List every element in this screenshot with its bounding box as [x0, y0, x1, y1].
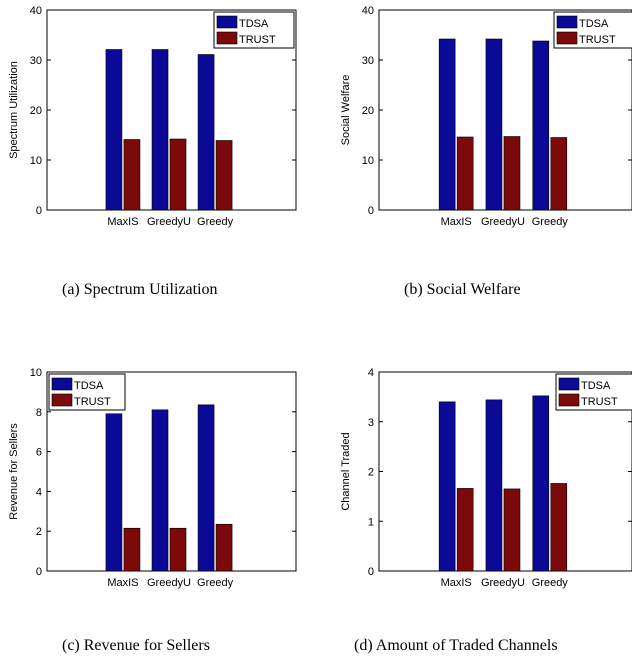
legend-swatch [51, 377, 73, 391]
chart-d: 0 1 2 3 4 Channel Traded MaxIS GreedyU Greedy TDS… [340, 367, 632, 589]
caption-c: (c) Revenue for Sellers [62, 637, 210, 654]
bar-tdsa [151, 409, 169, 572]
bar-trust [550, 483, 568, 572]
panel-c: 0 2 4 6 8 10 Revenue for Sellers MaxIS GreedyU Gr… [0, 360, 316, 661]
legend-swatch [556, 15, 578, 29]
y-tick-label: 30 [30, 55, 42, 67]
legend-swatch [216, 31, 238, 45]
bar-trust [123, 139, 141, 211]
chart-c: 0 2 4 6 8 10 Revenue for Sellers MaxIS GreedyU Gr… [8, 367, 297, 589]
legend-label: TRUST [581, 396, 618, 408]
x-tick-label: MaxIS [441, 216, 472, 228]
x-tick-label: GreedyU [147, 216, 191, 228]
legend-label: TDSA [74, 380, 104, 392]
y-axis-label: Channel Traded [340, 432, 352, 510]
y-axis-label: Social Welfare [340, 75, 352, 146]
bar-tdsa [151, 49, 169, 211]
bar-trust [456, 136, 474, 211]
caption-b: (b) Social Welfare [404, 281, 521, 298]
y-tick-label: 2 [36, 526, 42, 538]
bar-trust [503, 136, 521, 211]
bar-trust [503, 488, 521, 572]
x-tick-label: Greedy [197, 577, 234, 589]
y-tick-label: 3 [368, 417, 374, 429]
x-tick-label: Greedy [197, 216, 234, 228]
y-tick-label: 20 [30, 105, 42, 117]
legend-label: TRUST [239, 34, 276, 46]
bar-tdsa [438, 38, 456, 211]
y-tick-label: 4 [368, 367, 374, 379]
legend-swatch [216, 15, 238, 29]
chart-b: 0 10 20 30 40 Social Welfare MaxIS GreedyU Greed… [340, 5, 632, 228]
panel-a: 0 10 20 30 40 Spectrum Utilization MaxIS Greedy… [0, 0, 316, 305]
legend-swatch [558, 393, 580, 407]
y-tick-label: 6 [36, 447, 42, 459]
y-tick-label: 10 [362, 155, 374, 167]
y-tick-label: 0 [368, 205, 374, 217]
caption-a: (a) Spectrum Utilization [62, 281, 218, 298]
y-tick-label: 40 [30, 5, 42, 17]
panel-d: 0 1 2 3 4 Channel Traded MaxIS GreedyU Greedy TDS… [316, 360, 632, 661]
x-tick-label: MaxIS [441, 577, 472, 589]
bar-tdsa [485, 399, 503, 572]
y-tick-label: 0 [368, 566, 374, 578]
bar-tdsa [438, 401, 456, 572]
bar-trust [456, 488, 474, 572]
x-tick-label: GreedyU [481, 577, 525, 589]
y-tick-label: 8 [36, 407, 42, 419]
legend-swatch [556, 31, 578, 45]
bar-tdsa [485, 38, 503, 211]
x-tick-label: MaxIS [107, 216, 138, 228]
legend-label: TRUST [579, 34, 616, 46]
legend-label: TRUST [74, 396, 111, 408]
panel-b: 0 10 20 30 40 Social Welfare MaxIS GreedyU Greed… [316, 0, 632, 305]
y-tick-label: 30 [362, 55, 374, 67]
x-tick-label: MaxIS [107, 577, 138, 589]
legend-label: TDSA [581, 380, 611, 392]
x-tick-label: GreedyU [147, 577, 191, 589]
y-tick-label: 1 [368, 516, 374, 528]
y-tick-label: 2 [368, 467, 374, 479]
y-tick-label: 10 [30, 367, 42, 379]
bar-tdsa [105, 413, 123, 572]
chart-a: 0 10 20 30 40 Spectrum Utilization MaxIS Greedy… [8, 5, 297, 228]
caption-d: (d) Amount of Traded Channels [354, 637, 558, 654]
bar-tdsa [105, 49, 123, 211]
legend-swatch [558, 377, 580, 391]
bar-trust [215, 140, 233, 211]
x-tick-label: Greedy [532, 216, 569, 228]
bar-tdsa [197, 404, 215, 572]
x-tick-label: GreedyU [481, 216, 525, 228]
y-tick-label: 4 [36, 486, 42, 498]
y-tick-label: 0 [36, 566, 42, 578]
bar-trust [550, 137, 568, 211]
bar-trust [215, 523, 233, 572]
y-tick-label: 40 [362, 5, 374, 17]
x-tick-label: Greedy [532, 577, 569, 589]
legend-label: TDSA [579, 18, 609, 30]
bar-tdsa [532, 395, 550, 572]
bar-trust [169, 138, 187, 211]
y-axis-label: Revenue for Sellers [8, 423, 20, 520]
legend-label: TDSA [239, 18, 269, 30]
bar-trust [169, 527, 187, 572]
y-axis-label: Spectrum Utilization [8, 61, 20, 159]
legend-swatch [51, 393, 73, 407]
bar-tdsa [197, 54, 215, 211]
y-tick-label: 10 [30, 155, 42, 167]
y-tick-label: 20 [362, 105, 374, 117]
y-tick-label: 0 [36, 205, 42, 217]
bar-tdsa [532, 40, 550, 211]
bar-trust [123, 527, 141, 572]
